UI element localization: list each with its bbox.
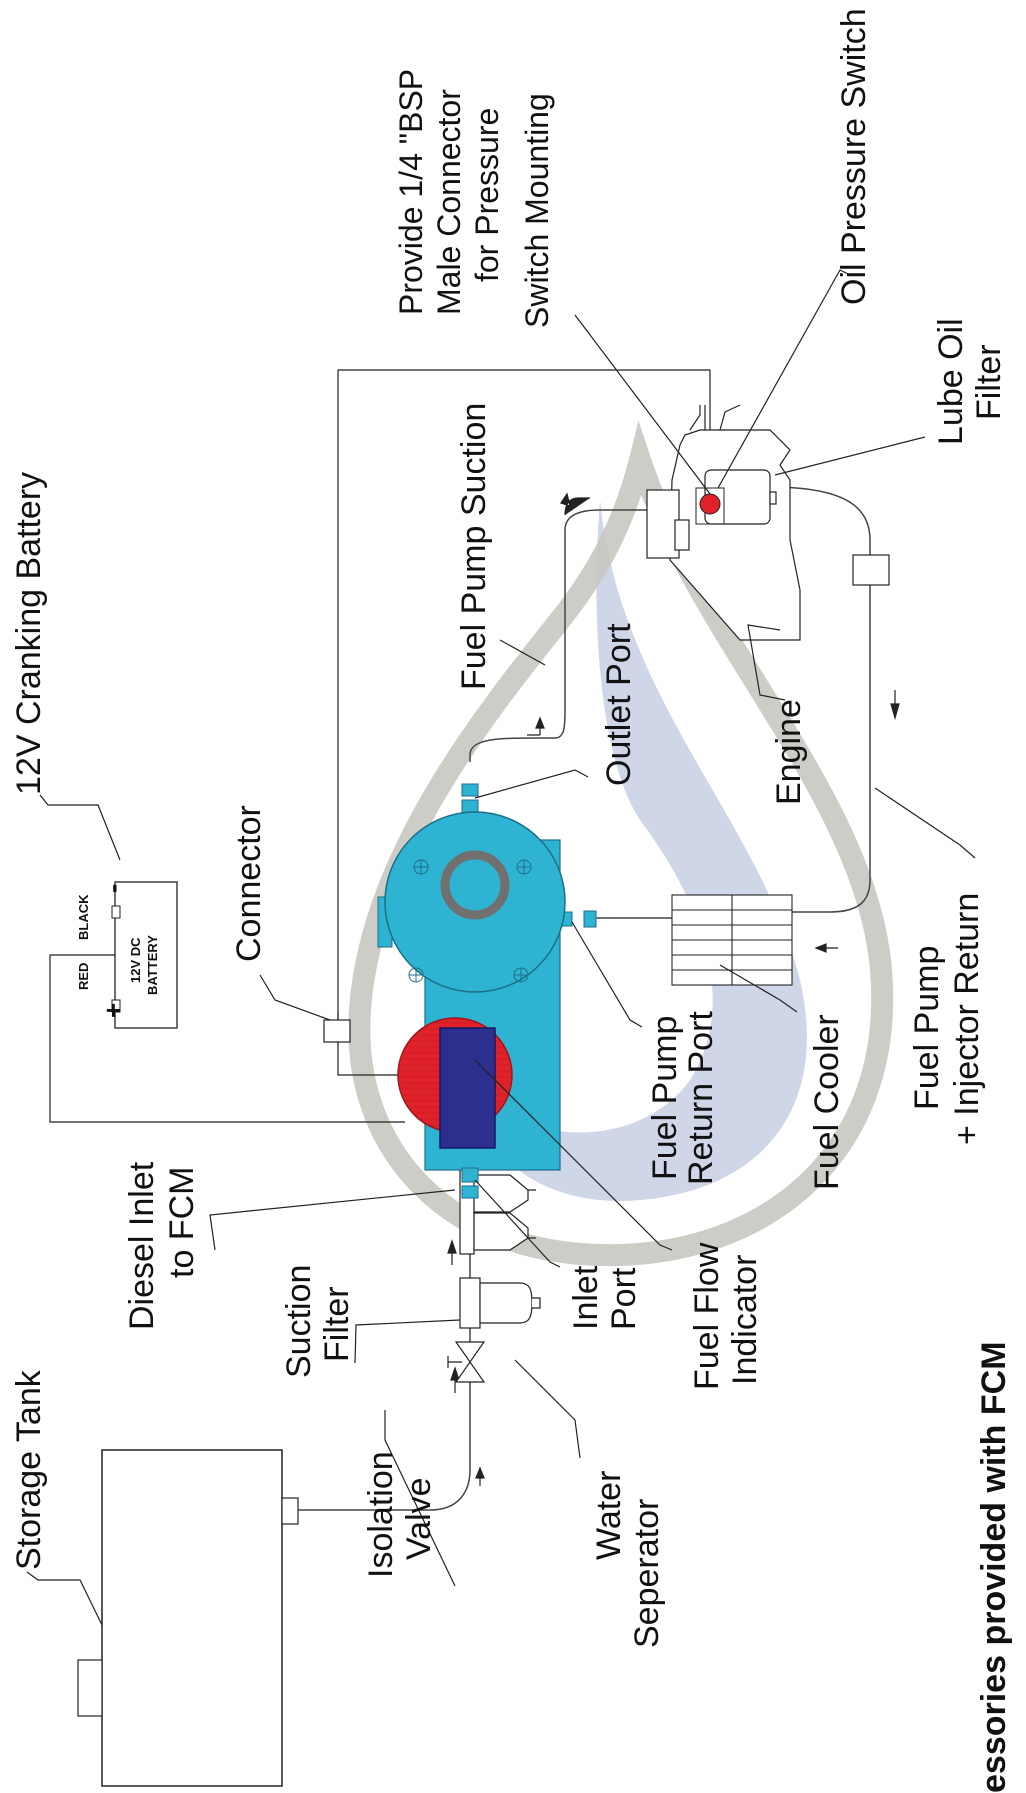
fcm-module <box>377 783 597 1199</box>
suction-pipe <box>469 509 675 762</box>
label-inlet-port-2: Port <box>605 1267 643 1330</box>
label-water-separator-1: Water <box>590 1471 628 1560</box>
label-diesel-inlet-2: to FCM <box>163 1167 201 1278</box>
connector <box>323 1019 351 1043</box>
label-diesel-inlet-1: Diesel Inlet <box>123 1161 161 1330</box>
diesel-inlet-fitting <box>461 1185 479 1199</box>
label-lube-oil-1: Lube Oil <box>932 318 970 445</box>
label-accessories-note: essories provided with FCM <box>975 1341 1013 1793</box>
battery-box: 12V DC BATTERY RED BLACK + - <box>76 881 178 1029</box>
label-flow-indicator-2: Indicator <box>726 1255 764 1385</box>
return-port-nipple <box>583 910 597 928</box>
label-isolation-valve-2: Valve <box>400 1477 438 1560</box>
fuel-cooler <box>671 894 793 986</box>
label-fuel-pump-return-2: + Injector Return <box>948 893 986 1145</box>
label-storage-tank: Storage Tank <box>10 1369 48 1570</box>
fuel-flow-indicator-window <box>439 1027 496 1149</box>
label-inlet-port-1: Inlet <box>567 1265 605 1330</box>
label-battery: 12V Cranking Battery <box>10 472 48 795</box>
labels: 12V Cranking Battery Connector Provide 1… <box>10 8 1013 1793</box>
label-return-port-2: Return Port <box>682 1011 720 1185</box>
label-lube-oil-2: Filter <box>970 344 1008 420</box>
label-oil-pressure-switch: Oil Pressure Switch <box>835 8 873 305</box>
fcm-pump-cap <box>440 850 510 920</box>
battery-minus-sign: - <box>97 884 128 893</box>
leader-lines <box>26 269 976 1626</box>
outlet-port-nipple <box>461 783 479 797</box>
label-flow-indicator-1: Fuel Flow <box>688 1242 726 1390</box>
water-separator <box>459 1277 541 1329</box>
label-suction-filter-2: Filter <box>318 1286 356 1362</box>
label-outlet-port: Outlet Port <box>600 623 638 786</box>
battery-plus-sign: + <box>98 1003 128 1018</box>
watermark-blue-swoosh <box>470 500 807 1201</box>
return-pipe <box>720 486 871 913</box>
label-isolation-valve-1: Isolation <box>362 1451 400 1578</box>
pipework <box>49 369 871 1511</box>
label-connector: Connector <box>230 805 268 962</box>
inlet-port-fitting <box>461 1167 479 1183</box>
label-return-port-1: Fuel Pump <box>646 1016 684 1180</box>
isolation-valve <box>447 1341 486 1383</box>
label-fuel-pump-suction: Fuel Pump Suction <box>455 403 493 690</box>
label-suction-filter-1: Suction <box>280 1265 318 1378</box>
flow-arrows <box>447 492 900 1486</box>
label-engine: Engine <box>770 699 808 805</box>
label-fuel-cooler: Fuel Cooler <box>808 1014 846 1190</box>
label-provide-2: Male Connector <box>431 89 467 315</box>
battery-box-label-2: BATTERY <box>145 935 160 995</box>
label-provide-3: for Pressure <box>469 108 505 282</box>
label-provide-4: Switch Mounting <box>519 93 555 328</box>
storage-tank <box>77 1449 299 1787</box>
engine <box>646 404 890 641</box>
pressure-switch-connector <box>695 487 725 525</box>
oil-pressure-switch <box>699 493 721 515</box>
tank-outlet-pipe <box>282 1365 471 1511</box>
label-fuel-pump-return-1: Fuel Pump <box>908 946 946 1110</box>
fcm-pump-housing <box>384 811 566 993</box>
label-provide-1: Provide 1/4 "BSP <box>393 69 429 315</box>
battery-red-label: RED <box>76 963 91 990</box>
fuel-pump-block <box>646 489 680 559</box>
label-water-separator-2: Seperator <box>628 1499 666 1648</box>
inline-filter <box>852 554 890 586</box>
battery-positive-wire <box>49 954 405 1123</box>
battery-black-label: BLACK <box>76 894 91 940</box>
fcm-bolts <box>408 859 532 983</box>
battery-box-label-1: 12V DC <box>128 937 143 983</box>
